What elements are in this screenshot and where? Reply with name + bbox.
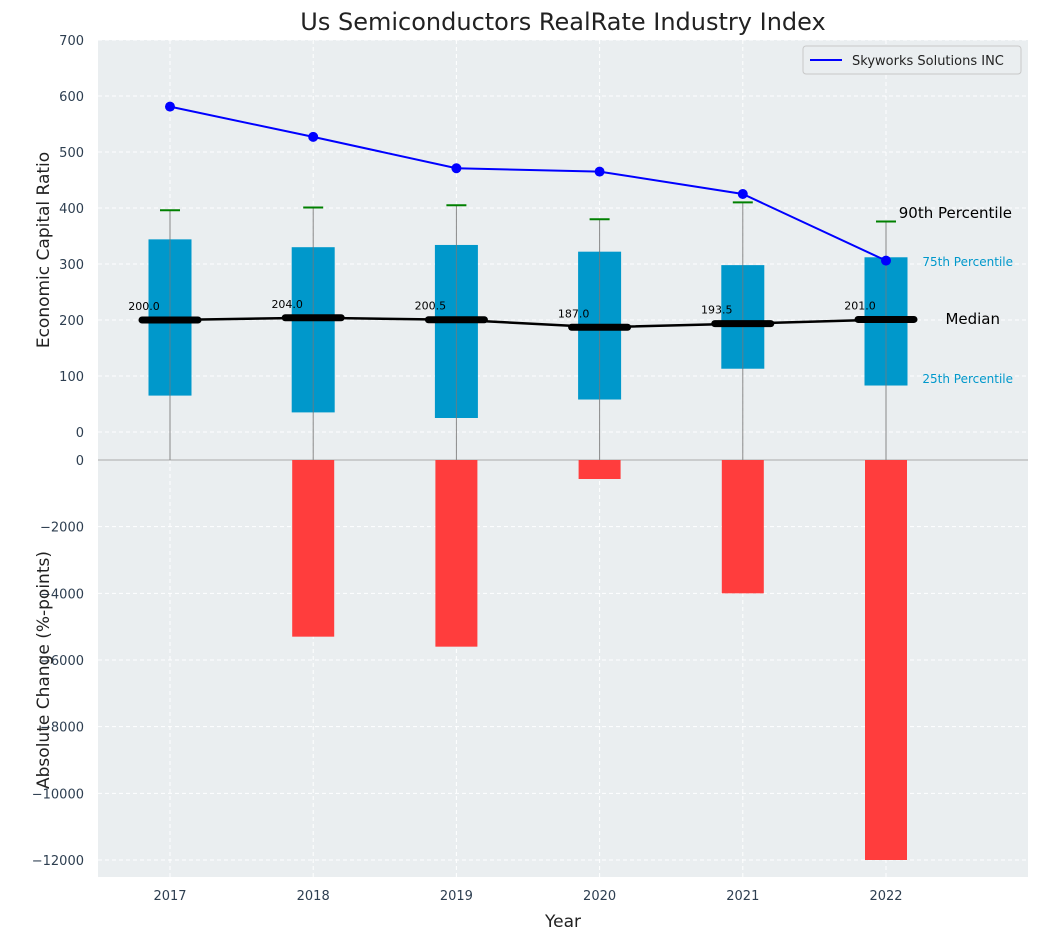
median-series: 200.0 204.0 200.5 187.0 193.5 201.0 <box>128 298 918 331</box>
bottom-y-tick-label: −2000 <box>40 521 84 536</box>
x-tick-label: 2018 <box>297 889 330 904</box>
top-y-tick-label: 500 <box>59 146 84 161</box>
company-point <box>165 101 175 112</box>
x-tick-label: 2021 <box>726 889 759 904</box>
bottom-y-tick-label: −6000 <box>40 654 84 669</box>
x-tick-label: 2019 <box>440 889 473 904</box>
median-value-label: 201.0 <box>844 299 876 312</box>
annotation-25th: 25th Percentile <box>922 372 1013 386</box>
company-point <box>881 255 891 266</box>
legend: Skyworks Solutions INC <box>802 45 1022 75</box>
company-point <box>451 163 462 174</box>
x-axis-label: Year <box>544 912 581 932</box>
median-value-label: 200.0 <box>128 300 160 313</box>
median-value-label: 204.0 <box>271 298 303 311</box>
change-bar <box>721 460 764 594</box>
change-bar <box>865 460 907 860</box>
change-bar <box>578 460 621 479</box>
top-plot-area <box>98 40 1028 460</box>
company-point <box>737 189 748 199</box>
bottom-y-tick-label: −12000 <box>32 854 84 869</box>
change-bars <box>292 460 907 860</box>
x-tick-label: 2020 <box>583 889 616 904</box>
top-y-tick-label: 100 <box>59 370 84 385</box>
chart-title: Us Semiconductors RealRate Industry Inde… <box>300 8 825 36</box>
top-y-tick-label: 600 <box>59 90 84 105</box>
top-y-tick-label: 200 <box>59 314 84 329</box>
bottom-y-tick-label: −10000 <box>32 787 84 802</box>
company-point <box>594 166 605 177</box>
annotation-median: Median <box>945 310 1000 328</box>
percentile-annotations: 90th Percentile 75th Percentile Median 25th… <box>899 204 1013 386</box>
annotation-90th: 90th Percentile <box>899 204 1012 222</box>
legend-label: Skyworks Solutions INC <box>852 54 1004 69</box>
legend-box <box>802 45 1022 75</box>
company-line <box>169 105 887 262</box>
bottom-y-tick-label: −4000 <box>40 587 84 602</box>
median-value-label: 193.5 <box>701 304 733 317</box>
axis-ticks: 0 100 200 300 400 500 600 700 0 −2000 −4000 −6000 −8… <box>32 34 903 904</box>
company-series <box>165 101 891 266</box>
top-y-tick-label: 400 <box>59 202 84 217</box>
top-y-axis-label: Economic Capital Ratio <box>34 152 54 348</box>
top-y-tick-label: 700 <box>59 34 84 49</box>
bottom-y-tick-label: 0 <box>76 454 84 469</box>
median-value-label: 200.5 <box>415 300 447 313</box>
company-point <box>308 131 319 142</box>
annotation-75th: 75th Percentile <box>922 255 1013 269</box>
top-y-tick-label: 0 <box>76 426 84 441</box>
top-y-tick-label: 300 <box>59 258 84 273</box>
median-value-label: 187.0 <box>558 307 590 320</box>
x-tick-label: 2022 <box>869 889 902 904</box>
x-tick-label: 2017 <box>153 889 186 904</box>
change-bar <box>292 460 335 637</box>
bottom-y-axis-label: Absolute Change (%-points) <box>34 551 54 789</box>
bottom-y-tick-label: −8000 <box>40 721 84 736</box>
change-bar <box>435 460 478 647</box>
